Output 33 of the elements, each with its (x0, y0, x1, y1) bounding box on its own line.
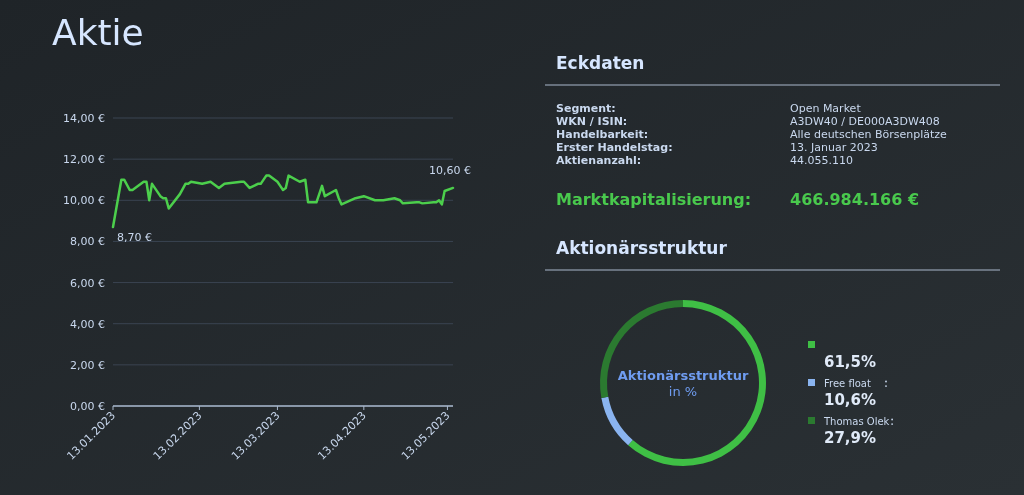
data-label: 27,9% (824, 429, 877, 447)
annotation: 8,70 € (117, 231, 152, 245)
chart-title: Aktie (52, 12, 144, 53)
text: A3DW40 / DE000A3DW408 (790, 115, 940, 128)
text: Aktienanzahl: (556, 154, 642, 167)
text: Aktionärsstruktur in % (617, 368, 749, 399)
text: Handelbarkeit: (556, 128, 649, 141)
text: Alle deutschen Börsenplätze (790, 128, 948, 141)
y-tick-label: 0,00 € (70, 400, 105, 413)
text: Marktkapitalisierung: (556, 190, 752, 209)
text: Eckdaten (556, 53, 645, 73)
line-series (111, 174, 455, 229)
data-label: 10,6% (824, 391, 877, 409)
text: 13. Januar 2023 (790, 141, 878, 154)
y-tick-label: 8,00 € (70, 235, 105, 249)
text: Open Market (790, 102, 862, 115)
text: 466.984.166 € (790, 190, 920, 209)
text: Erster Handelstag: (556, 141, 673, 154)
y-tick-label: 6,00 € (70, 276, 105, 290)
legend-label: Free float (824, 378, 871, 389)
y-tick-label: 12,00 € (63, 153, 105, 167)
text: 44.055.110 (790, 154, 853, 167)
chart-title: Aktionärsstruktur (556, 238, 728, 258)
y-tick-label: 2,00 € (70, 358, 105, 372)
y-tick-label: 14,00 € (63, 112, 105, 125)
data-label: 61,5% (824, 353, 877, 371)
text: Segment: (556, 102, 616, 115)
y-tick-label: 4,00 € (70, 317, 105, 331)
legend-label: Thomas Olek (823, 416, 890, 427)
annotation: 10,60 € (429, 163, 471, 177)
donut-slice (601, 396, 633, 446)
y-tick-label: 10,00 € (63, 194, 105, 208)
text: WKN / ISIN: (556, 115, 628, 128)
